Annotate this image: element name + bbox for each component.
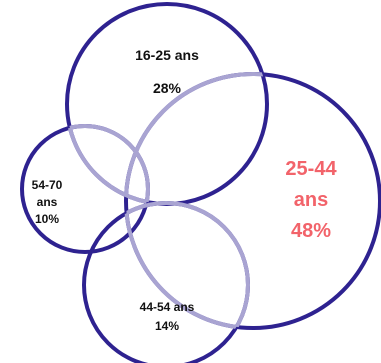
label-54-70-percent: 10% bbox=[35, 212, 59, 226]
label-25-44-unit: ans bbox=[294, 189, 328, 211]
overlap-arcs bbox=[65, 72, 267, 330]
label-54-70-title: 54-70 bbox=[32, 178, 63, 192]
label-54-70-unit: ans bbox=[37, 195, 58, 209]
label-16-25-title: 16-25 ans bbox=[135, 47, 199, 63]
label-25-44-percent: 48% bbox=[291, 220, 331, 242]
label-25-44-title: 25-44 bbox=[285, 158, 337, 180]
label-44-54-percent: 14% bbox=[155, 319, 179, 333]
label-44-54-title: 44-54 ans bbox=[140, 300, 195, 314]
label-16-25-percent: 28% bbox=[153, 80, 182, 96]
